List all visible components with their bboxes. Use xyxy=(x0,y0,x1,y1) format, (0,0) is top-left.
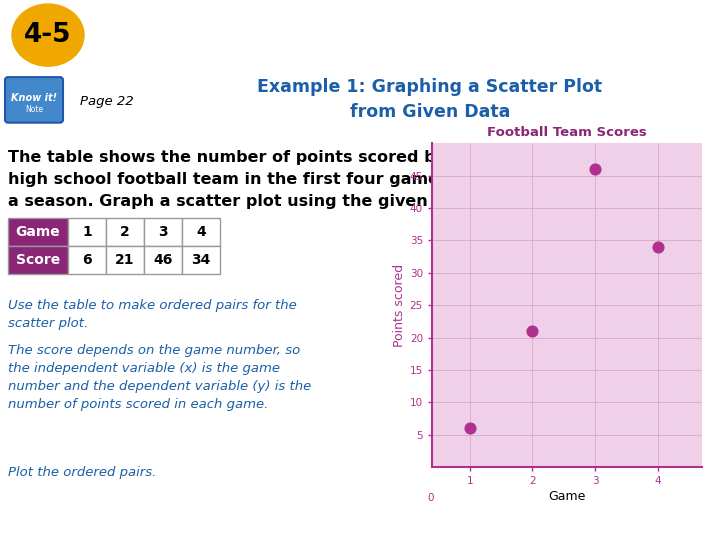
Text: Use the table to make ordered pairs for the
scatter plot.: Use the table to make ordered pairs for … xyxy=(8,299,297,330)
Y-axis label: Points scored: Points scored xyxy=(392,264,405,347)
Bar xyxy=(106,246,144,274)
Text: 4-5: 4-5 xyxy=(24,22,72,48)
Text: 34: 34 xyxy=(192,253,211,267)
Text: Game: Game xyxy=(16,226,60,239)
Text: Scatter Plots and Trend Lines: Scatter Plots and Trend Lines xyxy=(100,21,560,49)
X-axis label: Game: Game xyxy=(549,490,585,503)
Bar xyxy=(106,219,144,246)
Text: Example 1: Graphing a Scatter Plot
from Given Data: Example 1: Graphing a Scatter Plot from … xyxy=(258,78,603,122)
Text: high school football team in the first four games of: high school football team in the first f… xyxy=(8,172,472,186)
Point xyxy=(464,424,475,433)
Bar xyxy=(68,219,106,246)
Text: 3: 3 xyxy=(158,226,168,239)
Text: 46: 46 xyxy=(153,253,173,267)
Text: The score depends on the game number, so
the independent variable (x) is the gam: The score depends on the game number, so… xyxy=(8,345,311,411)
Text: 4: 4 xyxy=(196,226,206,239)
Bar xyxy=(144,246,182,274)
Text: 1: 1 xyxy=(82,226,92,239)
Text: Copyright © by Holt, Rinehart and Winston. All Rights Reserved.: Copyright © by Holt, Rinehart and Winsto… xyxy=(420,512,713,522)
Bar xyxy=(8,219,68,246)
Text: 2: 2 xyxy=(120,226,130,239)
Text: a season. Graph a scatter plot using the given data.: a season. Graph a scatter plot using the… xyxy=(8,193,480,208)
Point xyxy=(590,165,601,173)
Bar xyxy=(182,219,220,246)
Text: The table shows the number of points scored by a: The table shows the number of points sco… xyxy=(8,150,462,165)
Text: Plot the ordered pairs.: Plot the ordered pairs. xyxy=(8,466,156,479)
Bar xyxy=(182,246,220,274)
Bar xyxy=(144,219,182,246)
Text: 0: 0 xyxy=(428,493,434,503)
FancyBboxPatch shape xyxy=(5,77,63,123)
Point xyxy=(652,242,664,251)
Text: 21: 21 xyxy=(115,253,135,267)
Text: Page 22: Page 22 xyxy=(80,96,134,109)
Point xyxy=(527,327,539,335)
Bar xyxy=(68,246,106,274)
Text: Holt Algebra 1: Holt Algebra 1 xyxy=(7,510,108,524)
Ellipse shape xyxy=(12,4,84,66)
Text: Note: Note xyxy=(25,105,43,114)
Text: 6: 6 xyxy=(82,253,92,267)
Text: Know it!: Know it! xyxy=(11,93,57,103)
Text: Score: Score xyxy=(16,253,60,267)
Title: Football Team Scores: Football Team Scores xyxy=(487,126,647,139)
Bar xyxy=(8,246,68,274)
